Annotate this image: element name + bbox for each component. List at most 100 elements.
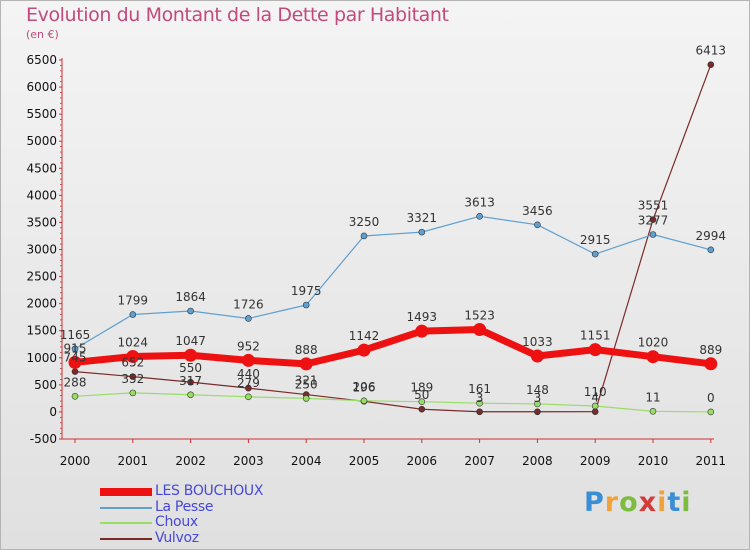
x-tick-label: 2006 — [407, 454, 438, 468]
data-label: 50 — [414, 388, 429, 402]
data-label: 279 — [237, 376, 260, 390]
y-tick-label: 500 — [34, 378, 57, 392]
data-point — [71, 345, 79, 353]
data-label: 3321 — [407, 211, 438, 225]
data-label: 1165 — [60, 328, 91, 342]
data-point — [129, 311, 137, 318]
data-point — [649, 216, 657, 223]
data-label: 250 — [295, 377, 318, 391]
data-label: 550 — [179, 361, 202, 375]
data-label: 110 — [584, 385, 607, 399]
series-line-la-pesse — [74, 215, 712, 350]
data-point — [299, 357, 313, 371]
data-label: 6413 — [696, 44, 727, 58]
series-lines — [71, 64, 715, 413]
data-label: 3 — [534, 391, 542, 405]
data-point — [476, 408, 483, 416]
data-point — [707, 408, 715, 416]
data-point — [245, 393, 252, 401]
y-axis-ticks: -500 0 500 1000 1500 2000 2500 3000 3500 4000 4500… — [26, 53, 62, 446]
data-label: 1020 — [638, 336, 669, 350]
data-label: 2915 — [580, 233, 611, 247]
x-tick-label: 2002 — [175, 454, 206, 468]
x-tick-label: 2009 — [580, 454, 611, 468]
x-tick-label: 2008 — [522, 454, 553, 468]
series-line-les-bouchoux — [71, 325, 715, 368]
legend-label: Vulvoz — [155, 529, 199, 546]
data-point — [302, 301, 310, 309]
chart-subtitle: (en €) — [26, 28, 59, 41]
y-tick-label: -500 — [30, 432, 57, 446]
data-point — [707, 246, 715, 254]
data-label: 1493 — [407, 310, 438, 324]
data-point — [473, 322, 487, 336]
data-point — [534, 400, 541, 408]
data-point — [476, 213, 483, 220]
data-point — [126, 349, 140, 363]
y-tick-label: 6000 — [26, 80, 57, 94]
data-point — [646, 350, 660, 364]
x-tick-label: 2011 — [696, 454, 727, 468]
chart-title: Evolution du Montant de la Dette par Hab… — [26, 4, 449, 26]
data-point — [357, 343, 371, 357]
y-tick-label: 6500 — [26, 53, 57, 67]
series-line-choux — [74, 392, 712, 413]
data-label: 3551 — [638, 199, 669, 213]
data-label: 4 — [591, 391, 599, 405]
proxiti-logo: Proxiti — [584, 487, 692, 518]
data-point — [245, 384, 252, 392]
legend-swatch — [100, 506, 152, 509]
legend-swatch — [100, 488, 152, 496]
data-point — [187, 307, 194, 315]
data-point — [129, 373, 137, 380]
data-label: 0 — [707, 391, 715, 405]
data-label: 317 — [179, 374, 202, 388]
data-label: 2994 — [696, 229, 727, 243]
data-label: 206 — [353, 380, 376, 394]
data-point — [418, 405, 426, 413]
data-point — [415, 324, 429, 338]
y-tick-label: 2500 — [26, 270, 57, 284]
data-label: 3 — [476, 391, 484, 405]
data-label: 1142 — [349, 329, 380, 343]
data-point — [187, 391, 194, 399]
data-point — [245, 315, 252, 322]
data-point — [591, 250, 599, 258]
y-tick-label: 3500 — [26, 215, 57, 229]
data-point — [241, 353, 255, 367]
data-point — [591, 408, 599, 416]
series-line-vulvoz — [74, 64, 712, 413]
data-label: 161 — [468, 382, 491, 396]
data-label: 1799 — [118, 294, 149, 308]
data-point — [418, 398, 426, 405]
data-point — [588, 343, 602, 357]
x-tick-label: 2010 — [638, 454, 669, 468]
data-point — [707, 61, 715, 69]
data-point — [418, 228, 426, 236]
y-tick-label: 5000 — [26, 134, 57, 148]
data-point — [534, 221, 541, 229]
data-point — [360, 232, 368, 240]
data-point — [187, 378, 194, 386]
series-points — [68, 61, 718, 416]
data-label: 952 — [237, 339, 260, 353]
y-tick-label: 4500 — [26, 161, 57, 175]
axes — [61, 58, 714, 440]
data-point — [68, 355, 82, 369]
data-label: 196 — [353, 380, 376, 394]
y-tick-label: 0 — [49, 405, 57, 419]
data-label: 321 — [295, 374, 318, 388]
y-tick-label: 5500 — [26, 107, 57, 121]
data-point — [704, 357, 718, 371]
data-point — [302, 395, 310, 402]
x-tick-label: 2003 — [233, 454, 264, 468]
data-point — [530, 349, 544, 363]
data-point — [129, 389, 137, 397]
legend-swatch — [100, 522, 152, 524]
data-label: 1523 — [464, 308, 495, 322]
data-label: 745 — [64, 351, 87, 365]
data-label: 889 — [699, 343, 722, 357]
y-tick-label: 1500 — [26, 324, 57, 338]
